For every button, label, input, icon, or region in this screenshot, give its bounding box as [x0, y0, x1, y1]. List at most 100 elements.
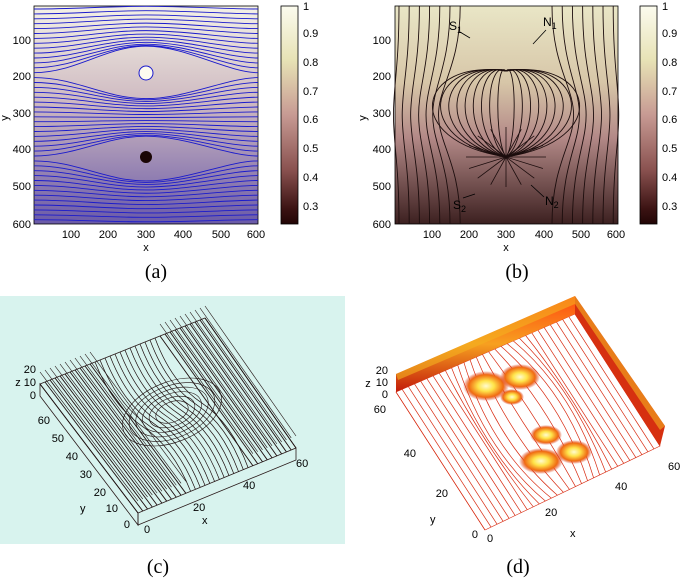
field-line [33, 30, 259, 39]
field-line [33, 204, 259, 210]
panel-a-xticks: 100 200 300 400 500 600 [62, 229, 265, 241]
field-line [79, 355, 177, 486]
field-line [104, 357, 201, 488]
hotspot [519, 448, 563, 474]
field-line [33, 45, 259, 69]
field-line [74, 369, 172, 500]
radial-line [505, 156, 544, 169]
panel-a-ylabel: y [0, 115, 11, 121]
streamline [571, 5, 587, 225]
panel-d-wall-rim [396, 296, 665, 430]
cbar-tick: 0.8 [303, 57, 318, 69]
field-line [33, 219, 259, 223]
ztick: 10 [24, 377, 36, 389]
field-line [184, 313, 278, 445]
field-line [114, 353, 211, 484]
field-line [33, 10, 259, 15]
field-line [33, 91, 259, 104]
cbar-tick: 0.5 [662, 143, 677, 155]
field-line [33, 33, 259, 44]
hotspot [500, 364, 540, 390]
panel-c-yticks: 60 50 40 30 20 10 0 [38, 415, 130, 531]
loop-line [472, 69, 507, 158]
streamline [612, 5, 620, 225]
contour-line [445, 370, 534, 508]
panel-c-caption: (c) [147, 556, 169, 578]
panel-d-xlabel: x [570, 528, 576, 540]
loop-line [505, 69, 540, 158]
field-line [79, 367, 177, 498]
panel-a-colorbar [280, 5, 299, 225]
panel-a-colorbar-ticks: 1 0.9 0.8 0.7 0.6 0.5 0.4 0.3 [303, 1, 318, 213]
loop-line [128, 382, 216, 442]
panel-c-background [0, 296, 345, 544]
xtick: 20 [545, 507, 557, 519]
field-line [33, 22, 259, 30]
field-line [64, 373, 163, 504]
contour-line [550, 324, 637, 458]
panel-d-xticks: 0 20 40 60 [487, 461, 680, 545]
xtick: 500 [572, 229, 590, 241]
cbar-tick: 0.7 [303, 86, 318, 98]
contour-line [414, 383, 504, 522]
contour-line [531, 332, 619, 467]
field-line [99, 359, 196, 490]
cbar-tick: 0.8 [662, 57, 677, 69]
contour-line [562, 319, 649, 452]
field-line [179, 315, 273, 447]
field-line [33, 194, 259, 202]
ztick: 10 [376, 377, 388, 389]
leader-line [532, 29, 547, 45]
radial-line [505, 145, 544, 158]
cbar-tick: 0.6 [662, 114, 677, 126]
field-line [49, 367, 148, 498]
field-line [144, 341, 239, 472]
field-line [164, 333, 259, 465]
contour-line [482, 354, 570, 490]
streamline [418, 5, 431, 225]
xtick: 60 [296, 458, 308, 470]
cbar-tick: 0.4 [303, 172, 318, 184]
radial-line [505, 129, 522, 158]
cbar-tick: 0.5 [303, 143, 318, 155]
panel-a-xlabel: x [143, 242, 149, 254]
field-line [33, 214, 259, 218]
field-line [33, 134, 259, 152]
contour-line [543, 327, 631, 461]
xtick: 200 [460, 229, 478, 241]
radial-line [477, 135, 507, 158]
leader-line [462, 193, 476, 199]
field-line [33, 160, 259, 182]
field-line [33, 199, 259, 206]
field-line [194, 309, 287, 441]
cbar-tick: 0.3 [303, 201, 318, 213]
field-line [33, 45, 259, 74]
ztick: 0 [382, 389, 388, 401]
panel-b-critical-points: S1 N1 S2 N2 [449, 15, 559, 214]
radial-line [490, 129, 507, 158]
field-line [69, 359, 167, 490]
panel-d-zticks: 20 10 0 [376, 365, 388, 401]
panel-a-yticks: 100 200 300 400 500 600 [13, 35, 31, 231]
panel-c-xlabel: x [202, 515, 208, 527]
ytick: 10 [106, 503, 118, 515]
field-line [33, 135, 259, 157]
field-line [124, 349, 220, 480]
panel-b-ylabel: y [357, 115, 369, 121]
contour-line [537, 329, 625, 464]
ytick: 20 [94, 487, 106, 499]
panel-d-hotspots [463, 364, 592, 474]
contour-line [438, 372, 528, 510]
field-line [49, 379, 148, 510]
panel-d-caption: (d) [506, 556, 529, 578]
contour-line [556, 321, 643, 455]
cbar-tick: 0.4 [662, 172, 677, 184]
panel-a-source-circle [138, 65, 154, 81]
ytick: 100 [373, 35, 391, 47]
contour-line [408, 386, 498, 525]
field-line [33, 131, 259, 142]
ytick: 300 [13, 108, 31, 120]
cbar-tick: 1 [662, 1, 668, 13]
ytick: 400 [13, 144, 31, 156]
